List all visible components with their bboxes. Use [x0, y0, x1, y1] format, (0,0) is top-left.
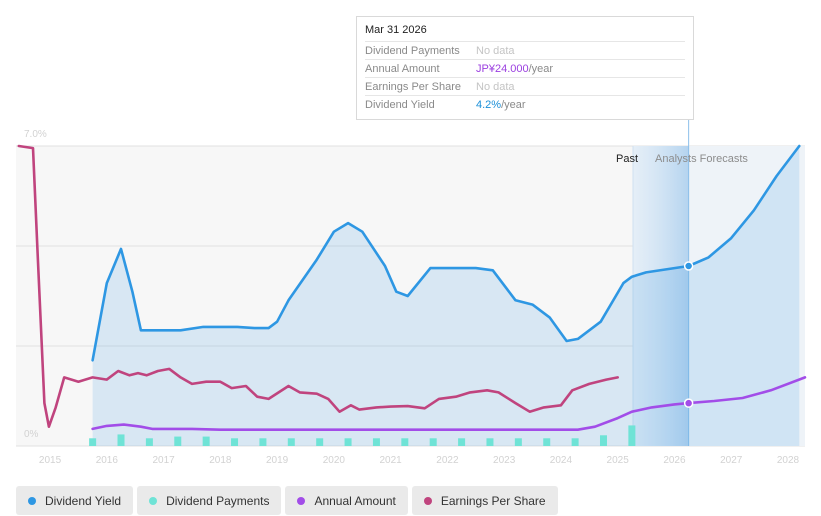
- dividend-payment-bar: [344, 438, 352, 446]
- annual-amount-line: [91, 376, 807, 431]
- x-tick-label: 2019: [266, 455, 289, 466]
- tooltip-row-annual-amount: Annual Amount JP¥24.000/year: [365, 59, 685, 77]
- tooltip-row-dividend-yield: Dividend Yield 4.2%/year: [365, 95, 685, 113]
- dividend-payment-bar: [458, 438, 466, 446]
- x-axis: 2015 2016 2017 2018 2019 2020 2021 2022 2023 2024…: [39, 455, 800, 466]
- dividend-payment-bar: [259, 438, 267, 446]
- forecast-label: Analysts Forecasts: [655, 153, 748, 165]
- y-max-label: 7.0%: [24, 129, 47, 140]
- dividend-payment-bar: [599, 435, 607, 446]
- tooltip-label: Annual Amount: [365, 62, 440, 75]
- dividend-payment-bar: [231, 438, 239, 446]
- dividend-payment-bar: [316, 438, 324, 446]
- x-tick-label: 2028: [777, 455, 800, 466]
- forecast-highlight: [633, 146, 689, 446]
- legend-item-annual-amount[interactable]: Annual Amount: [285, 486, 408, 515]
- legend-dot-icon: [297, 496, 306, 505]
- dividend-payment-bar: [514, 438, 522, 446]
- tooltip-value: JP¥24.000: [476, 62, 529, 75]
- x-tick-label: 2023: [493, 455, 516, 466]
- legend-label: Annual Amount: [314, 493, 396, 508]
- x-tick-label: 2026: [663, 455, 686, 466]
- tooltip-label: Earnings Per Share: [365, 80, 461, 93]
- x-tick-label: 2021: [380, 455, 403, 466]
- legend-item-earnings-per-share[interactable]: Earnings Per Share: [411, 486, 558, 515]
- x-tick-label: 2017: [152, 455, 175, 466]
- dividend-payment-bar: [571, 438, 579, 446]
- legend-label: Dividend Yield: [45, 493, 122, 508]
- dividend-payment-bar: [174, 436, 182, 446]
- dividend-payment-bar: [89, 438, 97, 446]
- dividend-yield-line: [91, 144, 801, 362]
- legend-item-dividend-payments[interactable]: Dividend Payments: [137, 486, 282, 515]
- x-tick-label: 2025: [607, 455, 630, 466]
- plot-background: [16, 120, 805, 447]
- legend-dot-icon: [423, 496, 432, 505]
- x-tick-label: 2024: [550, 455, 573, 466]
- legend: Dividend Yield Dividend Payments Annual …: [16, 486, 558, 515]
- past-label: Past: [616, 153, 638, 165]
- dividend-payment-bar: [287, 438, 295, 446]
- dividend-payment-bar: [117, 434, 125, 446]
- chart-canvas: 2015 2016 2017 2018 2019 2020 2021 2022 2023 2024…: [16, 120, 807, 466]
- tooltip-unit: /year: [501, 98, 526, 111]
- x-tick-label: 2027: [720, 455, 743, 466]
- region-labels: Past Analysts Forecasts: [616, 153, 748, 165]
- legend-item-dividend-yield[interactable]: Dividend Yield: [16, 486, 134, 515]
- legend-dot-icon: [149, 496, 158, 505]
- y-min-label: 0%: [24, 429, 39, 440]
- dividend-yield-area: [92, 146, 800, 446]
- tooltip-unit: /year: [528, 62, 554, 75]
- dividend-payment-bar: [429, 438, 437, 446]
- x-tick-label: 2016: [96, 455, 119, 466]
- tooltip-date: Mar 31 2026: [365, 24, 427, 36]
- dividend-payment-bar: [202, 436, 210, 446]
- highlight-point: [683, 398, 694, 408]
- tooltip-value: No data: [476, 80, 515, 93]
- dividend-payment-bar: [401, 438, 409, 446]
- legend-label: Earnings Per Share: [440, 493, 546, 508]
- tooltip: Mar 31 2026 Dividend Payments No data An…: [356, 16, 694, 120]
- tooltip-row-earnings-per-share: Earnings Per Share No data: [365, 77, 685, 95]
- tooltip-value: 4.2%: [476, 98, 502, 111]
- tooltip-value: No data: [476, 44, 515, 57]
- tooltip-label: Dividend Yield: [365, 98, 435, 111]
- dividend-payment-bar: [372, 438, 380, 446]
- x-tick-label: 2015: [39, 455, 62, 466]
- earnings-per-share-line: [17, 144, 619, 428]
- x-tick-label: 2018: [209, 455, 232, 466]
- x-tick-label: 2022: [436, 455, 459, 466]
- dividend-payment-bar: [628, 425, 636, 446]
- y-axis: 7.0% 0%: [24, 129, 47, 440]
- dividend-payment-bar: [145, 438, 153, 446]
- series-layer: [17, 144, 807, 446]
- legend-label: Dividend Payments: [166, 493, 270, 508]
- legend-dot-icon: [28, 496, 36, 505]
- dividend-payment-bar: [543, 438, 551, 446]
- dividend-payment-bar: [486, 438, 494, 446]
- x-tick-label: 2020: [323, 455, 346, 466]
- tooltip-label: Dividend Payments: [365, 44, 460, 57]
- highlight-point: [683, 261, 694, 271]
- tooltip-row-dividend-payments: Dividend Payments No data: [365, 41, 685, 59]
